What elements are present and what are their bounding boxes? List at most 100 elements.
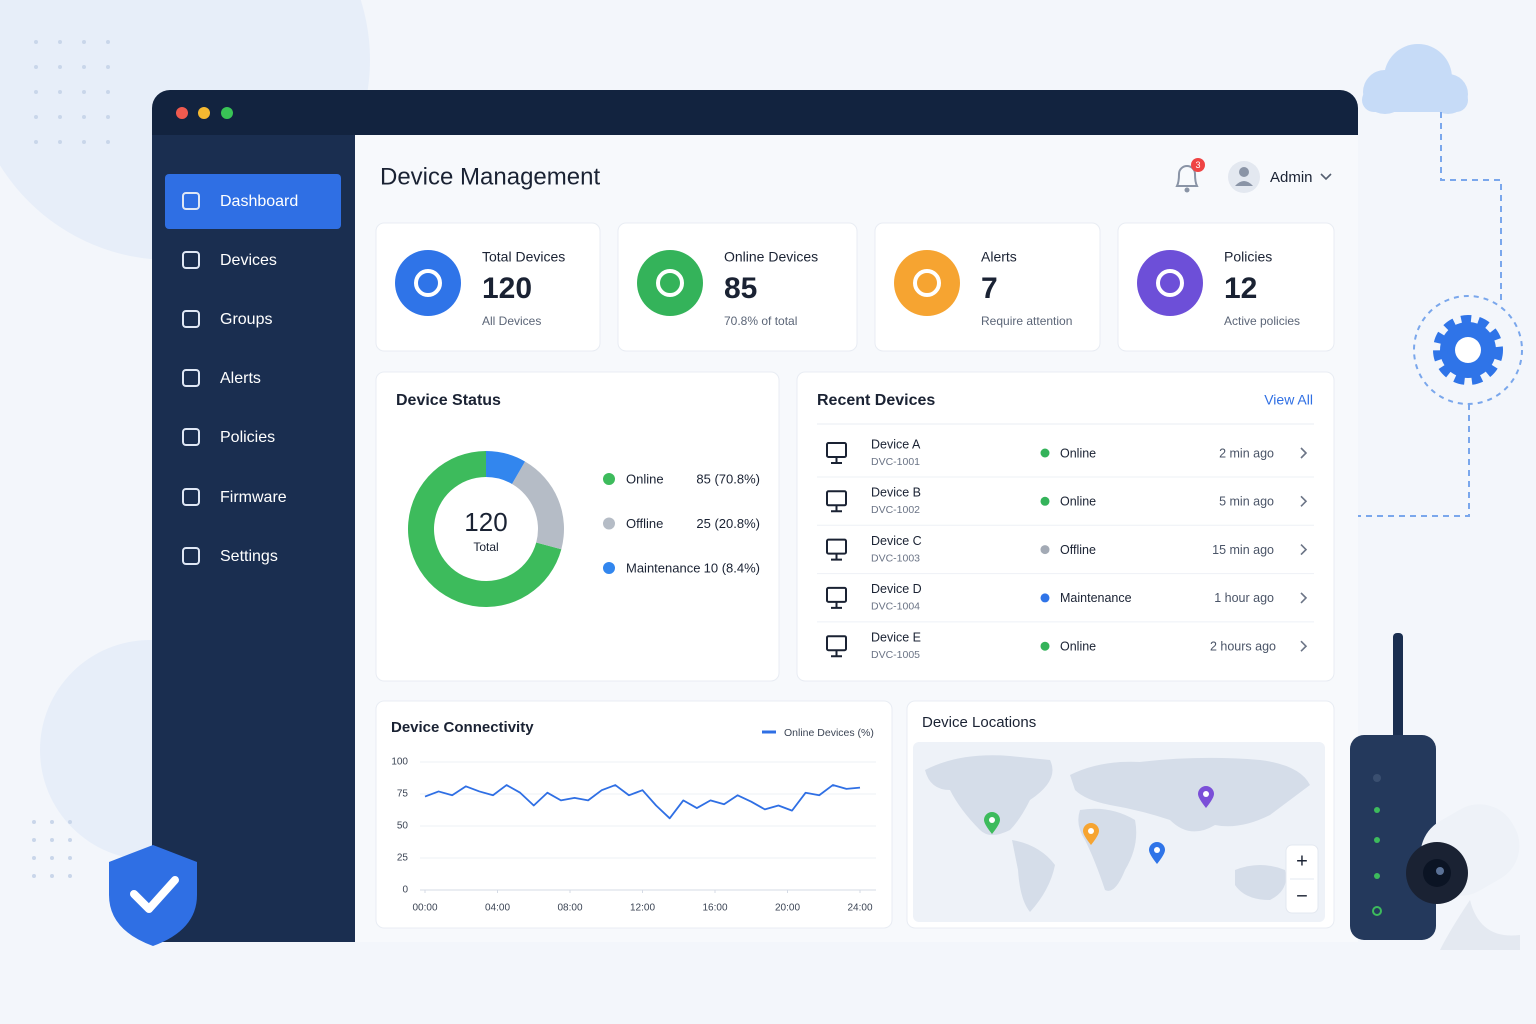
device-name: Device A <box>871 437 921 451</box>
nav-label: Firmware <box>220 489 287 506</box>
stat-icon <box>1137 250 1203 316</box>
stat-value: 7 <box>981 272 998 305</box>
device-time: 2 hours ago <box>1210 639 1276 653</box>
legend-label: Offline <box>626 516 663 531</box>
nav-label: Dashboard <box>220 193 298 210</box>
monitor-stand <box>831 553 842 561</box>
shield <box>109 845 197 946</box>
user-menu[interactable]: Admin <box>1228 161 1332 193</box>
device-time: 2 min ago <box>1219 446 1274 460</box>
legend-label: Online Devices (%) <box>784 727 874 739</box>
y-tick-label: 0 <box>402 885 408 896</box>
legend-label: Online <box>626 471 664 486</box>
stat-icon-glyph <box>414 269 442 297</box>
device-time: 5 min ago <box>1219 495 1274 509</box>
device-row[interactable]: Device D DVC-1004 Maintenance 1 hour ago <box>817 582 1314 623</box>
nav-item[interactable]: Groups <box>182 310 272 328</box>
device-id: DVC-1003 <box>871 552 920 564</box>
stat-label: Online Devices <box>724 249 818 265</box>
gear-ring <box>1413 295 1523 405</box>
x-tick-label: 24:00 <box>847 903 872 914</box>
window-maximize[interactable] <box>221 107 233 119</box>
nav-item[interactable]: Devices <box>182 251 277 269</box>
device-time: 1 hour ago <box>1214 591 1274 605</box>
window-minimize[interactable] <box>198 107 210 119</box>
y-tick-label: 75 <box>397 789 409 800</box>
device-row[interactable]: Device E DVC-1005 Online 2 hours ago <box>826 630 1308 661</box>
stat-value: 12 <box>1224 272 1257 305</box>
status-dot <box>1040 545 1050 555</box>
view-all-link[interactable]: View All <box>1264 392 1313 408</box>
notification-badge: 3 <box>1195 160 1200 170</box>
nav-item[interactable]: Policies <box>182 428 275 446</box>
sidebar <box>152 135 355 942</box>
monitor-stand <box>831 505 842 513</box>
donut-segment <box>486 451 525 484</box>
device-row[interactable]: Device C DVC-1003 Offline 15 min ago <box>817 534 1314 575</box>
row-chevron <box>1300 592 1308 604</box>
donut-segment <box>407 451 562 607</box>
nav-item[interactable]: Firmware <box>182 488 287 506</box>
x-tick-label: 20:00 <box>775 903 800 914</box>
x-tick-label: 00:00 <box>412 903 437 914</box>
row-chevron <box>1300 640 1308 652</box>
card-title: Device Locations <box>922 714 1036 731</box>
row-chevron <box>1300 495 1308 507</box>
device-name: Device D <box>871 582 922 596</box>
status-dot <box>1040 448 1050 458</box>
stat-value: 85 <box>724 272 757 305</box>
stat-icon <box>894 250 960 316</box>
device-name: Device B <box>871 486 921 500</box>
nav-label: Policies <box>220 429 275 446</box>
card-title: Device Status <box>396 392 501 409</box>
zoom-out[interactable]: − <box>1296 885 1308 907</box>
stat-icon-glyph <box>656 269 684 297</box>
stat-note: Active policies <box>1224 314 1300 328</box>
device-id: DVC-1001 <box>871 456 920 468</box>
stat-note: All Devices <box>482 314 541 328</box>
nav-icon <box>182 251 200 269</box>
donut-segment <box>512 461 564 550</box>
stat-note: Require attention <box>981 314 1072 328</box>
legend-dot <box>603 473 615 485</box>
status-dot <box>1040 593 1050 603</box>
legend-value: 10 (8.4%) <box>704 560 760 575</box>
nav-label: Settings <box>220 548 278 565</box>
stat-icon <box>637 250 703 316</box>
nav-icon <box>182 547 200 565</box>
device-status: Online <box>1060 495 1096 509</box>
cloud <box>1362 44 1468 114</box>
zoom-in[interactable]: + <box>1296 850 1308 872</box>
stat-note: 70.8% of total <box>724 314 797 328</box>
nav-active <box>165 174 341 229</box>
card-title: Device Connectivity <box>391 719 534 736</box>
camera <box>1406 804 1520 950</box>
notification-bell[interactable]: 3 <box>1175 158 1205 193</box>
device-row[interactable]: Device A DVC-1001 Online 2 min ago <box>817 437 1314 478</box>
nav-icon <box>182 488 200 506</box>
map-pins <box>984 786 1214 864</box>
window-close[interactable] <box>176 107 188 119</box>
nav-item[interactable]: Dashboard <box>165 174 341 229</box>
device-row[interactable]: Device B DVC-1002 Online 5 min ago <box>817 486 1314 526</box>
nav-label: Devices <box>220 252 277 269</box>
nav-icon <box>182 192 200 210</box>
status-dot <box>1040 496 1050 506</box>
y-tick-label: 25 <box>397 853 409 864</box>
stat-icon <box>395 250 461 316</box>
row-chevron <box>1300 544 1308 556</box>
user-name: Admin <box>1270 169 1313 186</box>
stat-label: Total Devices <box>482 249 565 265</box>
legend-dot <box>603 517 615 530</box>
device-id: DVC-1004 <box>871 601 920 613</box>
legend-dot <box>603 562 615 574</box>
legend-label: Maintenance <box>626 560 700 575</box>
x-tick-label: 16:00 <box>702 903 727 914</box>
nav-item[interactable]: Settings <box>182 547 278 565</box>
x-tick-label: 08:00 <box>557 903 582 914</box>
nav-icon <box>182 310 200 328</box>
dot-grid <box>32 40 110 878</box>
stat-icon-glyph <box>1156 269 1184 297</box>
nav-item[interactable]: Alerts <box>182 369 261 387</box>
